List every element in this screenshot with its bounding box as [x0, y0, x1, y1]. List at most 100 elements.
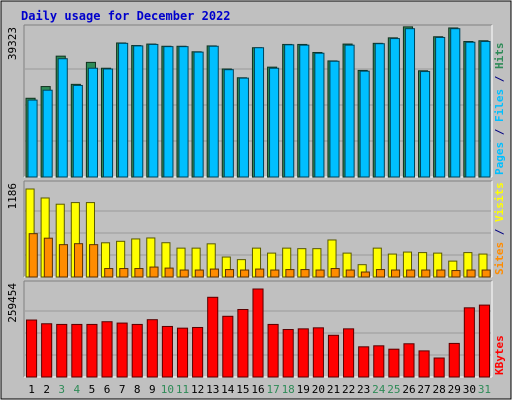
bar-sites-day-15: [240, 269, 250, 278]
x-tick-label-day-2: 2: [43, 383, 50, 396]
bar-files-day-28: [435, 36, 446, 178]
bar-sites-day-27: [421, 269, 431, 278]
bar-files-day-30: [465, 41, 476, 178]
bar-files-day-24: [374, 43, 385, 178]
bar-kbytes-day-19: [297, 328, 309, 378]
bar-kbytes-day-21: [327, 334, 340, 378]
x-tick-label-day-22: 22: [342, 383, 355, 396]
bar-sites-day-28: [436, 269, 446, 278]
bar-files-day-19: [299, 44, 310, 178]
bar-sites-day-31: [481, 269, 491, 278]
bar-sites-day-18: [285, 269, 295, 278]
x-tick-label-day-29: 29: [448, 383, 461, 396]
bar-sites-day-5: [89, 244, 99, 278]
bar-sites-day-16: [255, 268, 265, 278]
bar-kbytes-day-24: [373, 345, 385, 378]
legend-label: KBytes: [493, 335, 506, 375]
legend-part: Pages: [493, 142, 506, 175]
bar-kbytes-day-3: [56, 323, 68, 378]
bar-files-day-2: [42, 89, 53, 178]
bar-kbytes-day-18: [282, 329, 294, 378]
bar-sites-day-24: [375, 269, 386, 278]
x-tick-label-day-14: 14: [221, 383, 235, 396]
bar-kbytes-day-10: [161, 325, 173, 378]
legend-part: /: [493, 69, 506, 89]
bar-files-day-17: [269, 67, 280, 178]
bar-kbytes-day-16: [252, 288, 264, 378]
bar-files-day-31: [480, 41, 491, 178]
x-tick-label-day-28: 28: [433, 383, 446, 396]
legend-part: Sites: [493, 242, 506, 275]
x-tick-label-day-24: 24: [372, 383, 386, 396]
x-tick-label-day-21: 21: [327, 383, 340, 396]
bar-kbytes-day-4: [71, 323, 83, 378]
panel-kbytes: 259454 KBytes: [6, 280, 506, 378]
bar-kbytes-day-14: [222, 315, 234, 378]
legend-part: Visits: [493, 182, 506, 222]
x-tick-label-day-9: 9: [149, 383, 156, 396]
bar-kbytes-day-8: [131, 323, 143, 378]
bar-files-day-8: [133, 45, 144, 178]
bar-kbytes-day-12: [192, 326, 204, 378]
bar-files-day-23: [359, 70, 370, 178]
bar-sites-day-19: [300, 269, 310, 278]
panel-hits-files-pages: 39323 Pages / Files / Hits: [6, 24, 506, 178]
bar-files-day-22: [344, 44, 355, 178]
bar-kbytes-day-2: [41, 323, 53, 378]
bar-sites-day-23: [360, 271, 370, 278]
bar-kbytes-day-9: [146, 319, 158, 378]
x-tick-label-day-3: 3: [58, 383, 65, 396]
bar-sites-day-29: [451, 270, 461, 278]
legend-label: Pages / Files / Hits: [493, 43, 506, 176]
bar-files-day-16: [253, 47, 265, 178]
bar-sites-day-11: [179, 269, 189, 278]
x-tick-label-day-31: 31: [478, 383, 491, 396]
legend-part: Hits: [493, 43, 506, 70]
legend-part: Files: [493, 89, 506, 122]
bar-kbytes-day-13: [207, 296, 219, 378]
x-tick-label-day-6: 6: [104, 383, 111, 396]
bar-kbytes-day-25: [388, 348, 400, 378]
bar-files-day-11: [178, 46, 189, 178]
bar-sites-day-12: [194, 269, 204, 278]
bar-sites-day-21: [330, 268, 340, 278]
x-tick-label-day-20: 20: [312, 383, 325, 396]
x-tick-label-day-18: 18: [282, 383, 295, 396]
bar-sites-day-1: [28, 233, 38, 278]
x-tick-label-day-19: 19: [297, 383, 310, 396]
bar-kbytes-day-6: [101, 321, 113, 378]
bar-sites-day-7: [119, 268, 129, 278]
bar-kbytes-day-1: [26, 319, 38, 378]
panels: 39323 Pages / Files / Hits 1186 Sites / Vis…: [6, 24, 506, 378]
bar-kbytes-day-27: [418, 350, 430, 378]
x-axis: 1 2 3 4 5 6 7 8 9 10 11 12 13 14 15 16 17 18 19 20 21 22 23 24 2…: [28, 383, 491, 396]
bar-files-day-6: [102, 68, 114, 178]
bar-sites-day-20: [315, 269, 325, 278]
bar-sites-day-2: [43, 237, 53, 278]
legend-label: Sites / Visits: [493, 182, 506, 275]
y-axis-max-label: 259454: [6, 283, 19, 323]
bar-kbytes-day-5: [86, 323, 98, 378]
bar-sites-day-26: [406, 269, 416, 278]
bar-files-day-5: [87, 67, 98, 178]
x-tick-label-day-30: 30: [463, 383, 476, 396]
bar-sites-day-22: [345, 269, 355, 278]
bar-files-day-25: [389, 38, 400, 178]
bar-kbytes-day-7: [116, 322, 128, 378]
chart-title: Daily usage for December 2022: [21, 9, 231, 23]
bar-files-day-29: [450, 28, 461, 178]
bar-files-day-20: [314, 52, 325, 178]
bar-kbytes-day-17: [267, 323, 279, 378]
bar-files-day-14: [223, 69, 234, 178]
legend-part: KBytes: [493, 335, 506, 375]
bar-kbytes-day-30: [463, 307, 475, 378]
bar-files-day-10: [163, 46, 174, 178]
panel-visits-sites: 1186 Sites / Visits: [6, 180, 506, 278]
bar-files-day-15: [238, 77, 249, 178]
x-tick-label-day-5: 5: [89, 383, 96, 396]
x-tick-label-day-12: 12: [191, 383, 204, 396]
bar-sites-day-4: [73, 243, 84, 278]
x-tick-label-day-26: 26: [402, 383, 415, 396]
